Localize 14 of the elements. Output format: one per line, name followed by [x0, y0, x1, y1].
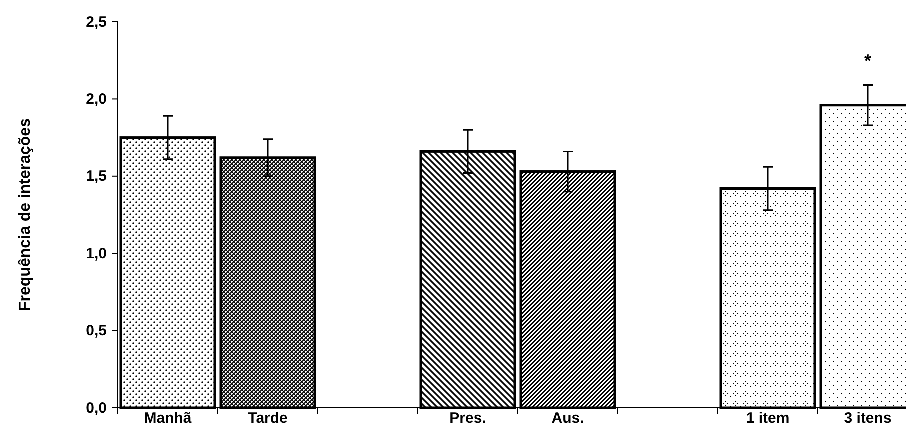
- x-tick-label: Manhã: [144, 410, 192, 427]
- x-tick-label: 3 itens: [844, 410, 892, 427]
- y-tick-label: 1,0: [86, 245, 107, 262]
- y-tick-label: 2,0: [86, 91, 107, 108]
- y-tick-label: 0,0: [86, 400, 107, 417]
- y-tick-label: 1,5: [86, 168, 107, 186]
- x-tick-label: Tarde: [248, 410, 288, 427]
- annotation: *: [864, 51, 872, 71]
- x-tick-label: Aus.: [552, 410, 584, 427]
- x-tick-label: Pres.: [450, 410, 486, 427]
- y-tick-label: 0,5: [86, 322, 107, 340]
- y-axis-title: Frequência de interações: [17, 118, 34, 312]
- x-tick-label: 1 item: [746, 410, 790, 427]
- y-tick-label: 2,5: [86, 14, 107, 31]
